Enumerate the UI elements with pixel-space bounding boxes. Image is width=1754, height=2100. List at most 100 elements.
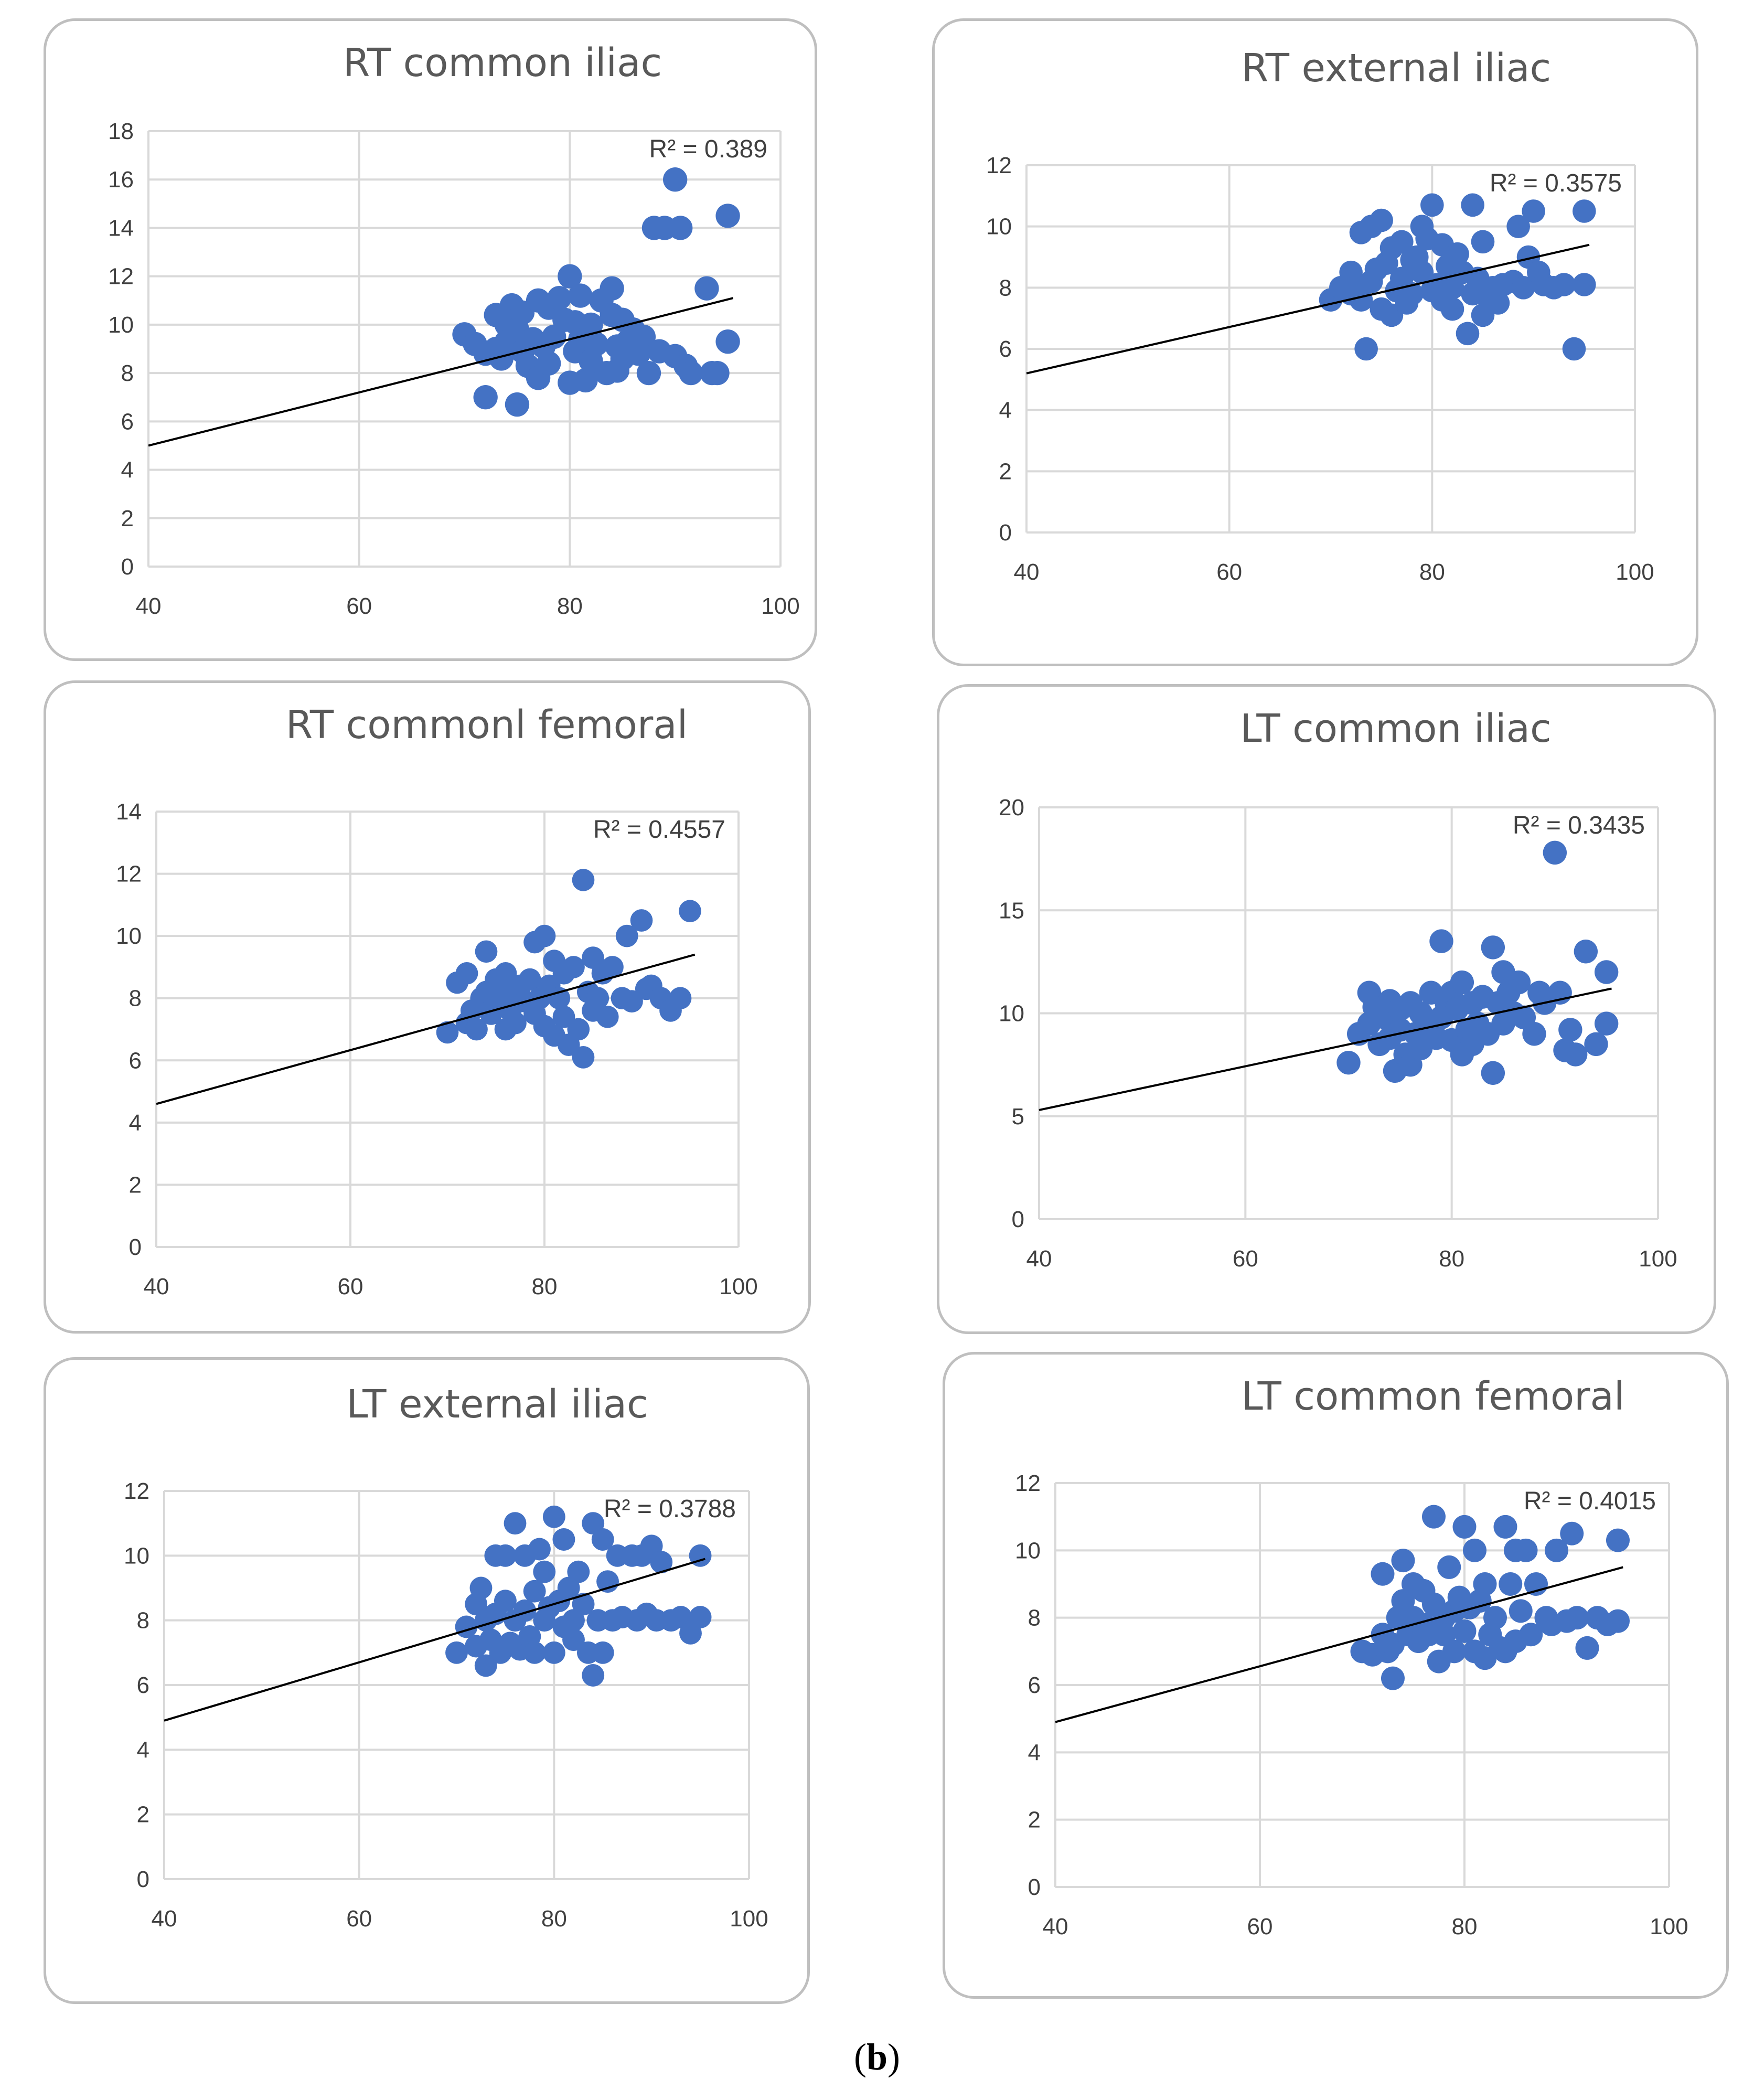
scatter-chart: LT external iliac 0 2 4 6 8 10 12 40 60 80 100 R² = … <box>124 1382 768 1932</box>
data-point <box>573 368 598 393</box>
y-tick-label: 5 <box>1012 1104 1024 1129</box>
data-point <box>586 987 609 1010</box>
y-tick-label: 0 <box>999 520 1012 546</box>
x-tick-label: 80 <box>1439 1246 1464 1272</box>
data-point <box>1606 1528 1630 1552</box>
scatter-chart: RT commonl femoral 0 2 4 6 8 10 12 14 40 60 80 100 R²… <box>116 702 758 1299</box>
y-tick-label: 0 <box>1012 1207 1024 1232</box>
data-point <box>1452 1619 1477 1643</box>
data-point <box>1565 1606 1589 1630</box>
y-tick-label: 10 <box>986 214 1012 240</box>
data-point <box>1545 1538 1568 1562</box>
x-tick-label: 60 <box>1216 559 1242 585</box>
trendline <box>164 1558 705 1722</box>
chart-title: LT common iliac <box>1240 706 1551 751</box>
x-tick-label: 80 <box>557 593 583 619</box>
scatter-chart: RT external iliac 0 2 4 6 8 10 12 40 60 80 100 R² = … <box>986 46 1654 585</box>
y-tick-label: 0 <box>121 554 134 580</box>
data-point <box>1512 276 1535 300</box>
y-tick-label: 8 <box>1028 1605 1041 1631</box>
x-tick-label: 100 <box>1616 559 1654 585</box>
scatter-chart: LT common iliac 0 5 10 15 20 40 60 80 100 R² = 0.3… <box>999 706 1677 1272</box>
data-point <box>523 1641 546 1664</box>
data-point <box>1354 337 1378 361</box>
y-tick-label: 0 <box>1028 1874 1041 1900</box>
data-point <box>1429 929 1453 953</box>
y-tick-label: 4 <box>129 1110 142 1136</box>
data-point <box>596 1005 619 1028</box>
data-point <box>1522 199 1545 223</box>
r-squared-label: R² = 0.4015 <box>1524 1487 1656 1515</box>
data-point <box>474 1654 497 1677</box>
data-point <box>542 1641 565 1664</box>
data-point <box>1452 1515 1477 1539</box>
data-point <box>572 869 595 891</box>
data-point <box>584 332 608 356</box>
y-tick-label: 10 <box>999 1001 1024 1027</box>
data-point <box>1584 1032 1608 1057</box>
data-point <box>1574 940 1598 964</box>
data-point <box>494 962 517 985</box>
data-point <box>523 1580 546 1603</box>
data-point <box>1481 935 1505 960</box>
data-point <box>1450 970 1474 995</box>
chart-panel-lt-common-iliac: LT common iliac 0 5 10 15 20 40 60 80 100 R² = 0.3… <box>937 684 1716 1334</box>
data-point <box>1562 337 1586 361</box>
x-tick-label: 100 <box>719 1274 757 1299</box>
y-tick-label: 8 <box>121 360 134 386</box>
y-tick-label: 4 <box>1028 1740 1041 1765</box>
y-tick-label: 0 <box>137 1867 149 1892</box>
data-point <box>1473 1572 1497 1596</box>
chart-panel-rt-common-iliac: RT common iliac 0 2 4 6 8 10 12 14 16 18 40 60 80 100 R… <box>44 18 817 661</box>
data-point <box>465 1018 488 1041</box>
x-tick-label: 60 <box>1233 1246 1258 1272</box>
x-tick-label: 100 <box>1650 1914 1688 1939</box>
data-point <box>1390 230 1414 254</box>
data-point <box>1437 1555 1461 1579</box>
data-point <box>1499 1572 1523 1596</box>
data-point <box>1563 1042 1588 1067</box>
data-point <box>662 167 688 192</box>
data-point <box>579 312 603 337</box>
scatter-chart: LT common femoral 0 2 4 6 8 10 12 40 60 80 100 R² = … <box>1015 1374 1688 1939</box>
data-point <box>1552 273 1576 296</box>
data-point <box>1560 1521 1584 1545</box>
y-tick-label: 6 <box>137 1672 149 1698</box>
data-point <box>679 900 701 923</box>
data-point <box>591 1528 614 1551</box>
y-tick-label: 10 <box>1015 1538 1041 1563</box>
x-tick-label: 60 <box>1247 1914 1273 1939</box>
y-tick-label: 6 <box>999 336 1012 362</box>
trendline <box>1039 987 1612 1111</box>
data-point <box>679 1622 702 1645</box>
data-point <box>1506 215 1530 238</box>
data-point <box>1420 193 1444 217</box>
data-point <box>562 956 585 978</box>
y-tick-label: 2 <box>121 506 134 531</box>
data-point <box>1461 193 1484 217</box>
data-point <box>1575 1636 1599 1660</box>
data-point <box>1440 297 1464 321</box>
data-point <box>505 392 530 417</box>
data-point <box>1558 1018 1582 1042</box>
y-tick-label: 2 <box>999 459 1012 484</box>
data-point <box>1606 1609 1630 1633</box>
scatter-chart: RT common iliac 0 2 4 6 8 10 12 14 16 18 40 60 80 100 R… <box>108 40 800 619</box>
data-point <box>591 1641 614 1664</box>
y-tick-label: 4 <box>137 1737 149 1763</box>
y-tick-label: 8 <box>999 275 1012 301</box>
y-tick-label: 12 <box>124 1478 149 1504</box>
x-tick-label: 40 <box>136 593 162 619</box>
data-point <box>636 360 661 386</box>
x-tick-label: 60 <box>346 593 372 619</box>
data-point <box>567 1560 590 1583</box>
caption-close: ) <box>887 2036 900 2078</box>
data-point <box>567 1018 590 1041</box>
y-tick-label: 2 <box>129 1172 142 1198</box>
chart-title: LT external iliac <box>346 1382 648 1427</box>
x-tick-label: 80 <box>1452 1914 1478 1939</box>
data-point <box>455 1615 478 1638</box>
data-point <box>640 1534 663 1558</box>
y-tick-label: 12 <box>1015 1470 1041 1496</box>
r-squared-label: R² = 0.389 <box>649 135 767 163</box>
